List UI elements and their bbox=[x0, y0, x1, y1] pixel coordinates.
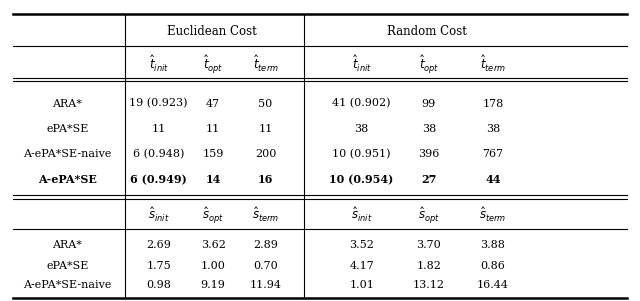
Text: 2.69: 2.69 bbox=[147, 240, 171, 250]
Text: ePA*SE: ePA*SE bbox=[46, 261, 88, 271]
Text: 16: 16 bbox=[258, 174, 273, 185]
Text: 1.75: 1.75 bbox=[147, 261, 171, 271]
Text: 19 (0.923): 19 (0.923) bbox=[129, 98, 188, 109]
Text: ePA*SE: ePA*SE bbox=[46, 124, 88, 134]
Text: 9.19: 9.19 bbox=[201, 280, 225, 290]
Text: 3.62: 3.62 bbox=[201, 240, 225, 250]
Text: 27: 27 bbox=[421, 174, 436, 185]
Text: 13.12: 13.12 bbox=[413, 280, 445, 290]
Text: $\hat{s}_{init}$: $\hat{s}_{init}$ bbox=[351, 206, 372, 224]
Text: 0.86: 0.86 bbox=[481, 261, 505, 271]
Text: 3.52: 3.52 bbox=[349, 240, 374, 250]
Text: $\hat{t}_{opt}$: $\hat{t}_{opt}$ bbox=[419, 53, 439, 76]
Text: $\hat{t}_{init}$: $\hat{t}_{init}$ bbox=[351, 54, 372, 74]
Text: 41 (0.902): 41 (0.902) bbox=[332, 98, 391, 109]
Text: 10 (0.954): 10 (0.954) bbox=[330, 174, 394, 185]
Text: A-ePA*SE-naive: A-ePA*SE-naive bbox=[23, 149, 111, 159]
Text: 2.89: 2.89 bbox=[253, 240, 278, 250]
Text: 178: 178 bbox=[482, 98, 504, 109]
Text: 0.98: 0.98 bbox=[147, 280, 171, 290]
Text: 767: 767 bbox=[482, 149, 504, 159]
Text: 1.01: 1.01 bbox=[349, 280, 374, 290]
Text: $\hat{s}_{opt}$: $\hat{s}_{opt}$ bbox=[202, 205, 224, 225]
Text: 1.82: 1.82 bbox=[417, 261, 441, 271]
Text: Random Cost: Random Cost bbox=[387, 25, 467, 38]
Text: Euclidean Cost: Euclidean Cost bbox=[167, 25, 257, 38]
Text: 0.70: 0.70 bbox=[253, 261, 278, 271]
Text: 38: 38 bbox=[486, 124, 500, 134]
Text: 44: 44 bbox=[485, 174, 500, 185]
Text: 47: 47 bbox=[206, 98, 220, 109]
Text: 14: 14 bbox=[205, 174, 221, 185]
Text: $\hat{s}_{term}$: $\hat{s}_{term}$ bbox=[479, 206, 506, 224]
Text: 159: 159 bbox=[202, 149, 224, 159]
Text: 396: 396 bbox=[418, 149, 440, 159]
Text: 11: 11 bbox=[152, 124, 166, 134]
Text: 6 (0.948): 6 (0.948) bbox=[133, 149, 184, 159]
Text: 16.44: 16.44 bbox=[477, 280, 509, 290]
Text: $\hat{t}_{term}$: $\hat{t}_{term}$ bbox=[480, 54, 506, 74]
Text: 11: 11 bbox=[259, 124, 273, 134]
Text: A-ePA*SE: A-ePA*SE bbox=[38, 174, 97, 185]
Text: 200: 200 bbox=[255, 149, 276, 159]
Text: ARA*: ARA* bbox=[52, 240, 82, 250]
Text: 4.17: 4.17 bbox=[349, 261, 374, 271]
Text: 3.88: 3.88 bbox=[481, 240, 505, 250]
Text: 38: 38 bbox=[422, 124, 436, 134]
Text: A-ePA*SE-naive: A-ePA*SE-naive bbox=[23, 280, 111, 290]
Text: $\hat{t}_{init}$: $\hat{t}_{init}$ bbox=[148, 54, 169, 74]
Text: $\hat{s}_{opt}$: $\hat{s}_{opt}$ bbox=[418, 205, 440, 225]
Text: $\hat{s}_{init}$: $\hat{s}_{init}$ bbox=[148, 206, 170, 224]
Text: 38: 38 bbox=[355, 124, 369, 134]
Text: 1.00: 1.00 bbox=[201, 261, 225, 271]
Text: 6 (0.949): 6 (0.949) bbox=[131, 174, 187, 185]
Text: 11.94: 11.94 bbox=[250, 280, 282, 290]
Text: 10 (0.951): 10 (0.951) bbox=[332, 149, 391, 159]
Text: 11: 11 bbox=[206, 124, 220, 134]
Text: 99: 99 bbox=[422, 98, 436, 109]
Text: $\hat{t}_{term}$: $\hat{t}_{term}$ bbox=[253, 54, 278, 74]
Text: 50: 50 bbox=[259, 98, 273, 109]
Text: $\hat{s}_{term}$: $\hat{s}_{term}$ bbox=[252, 206, 279, 224]
Text: $\hat{t}_{opt}$: $\hat{t}_{opt}$ bbox=[203, 53, 223, 76]
Text: 3.70: 3.70 bbox=[417, 240, 441, 250]
Text: ARA*: ARA* bbox=[52, 98, 82, 109]
